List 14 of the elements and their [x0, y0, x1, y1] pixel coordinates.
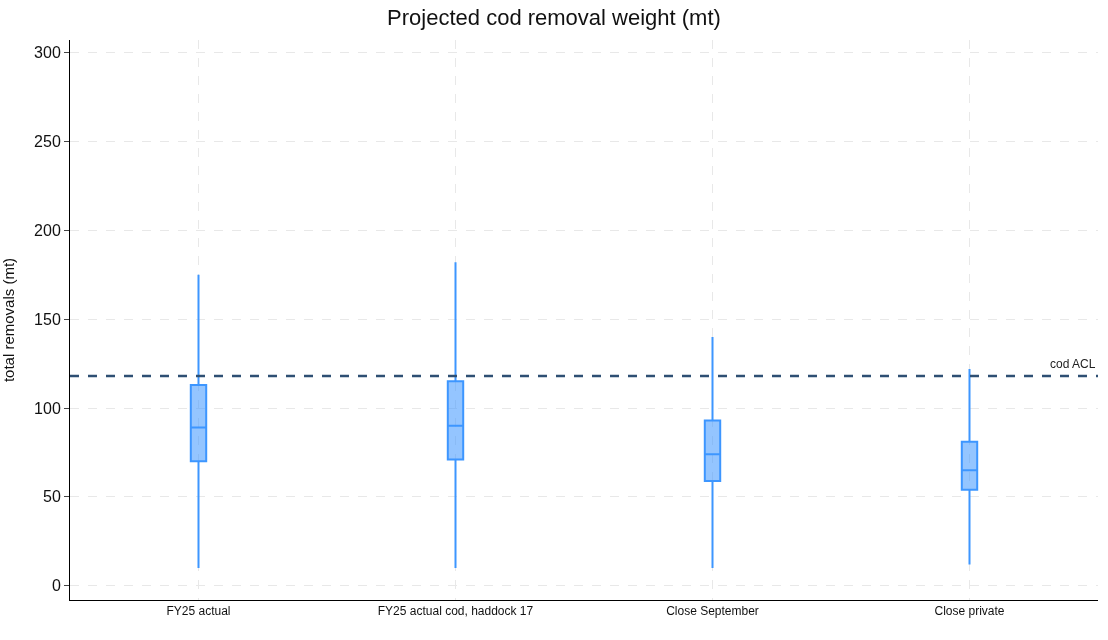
y-tick-label: 50	[43, 488, 61, 506]
x-tick-label: Close private	[934, 604, 1005, 619]
y-tick-label: 100	[34, 399, 61, 417]
x-tick-label: FY25 actual cod, haddock 17	[377, 604, 534, 619]
y-tick-label: 200	[34, 221, 61, 239]
x-tick-label: Close September	[666, 604, 759, 619]
chart-title: Projected cod removal weight (mt)	[387, 5, 721, 30]
y-tick-label: 0	[51, 577, 61, 595]
y-axis-title: total removals (mt)	[0, 257, 18, 383]
y-tick-label: 150	[34, 310, 61, 328]
x-tick-label: FY25 actual	[166, 604, 231, 619]
y-tick-label: 250	[34, 132, 61, 150]
y-tick-label: 300	[34, 44, 61, 62]
ref-line-label: cod ACL	[1050, 357, 1096, 371]
